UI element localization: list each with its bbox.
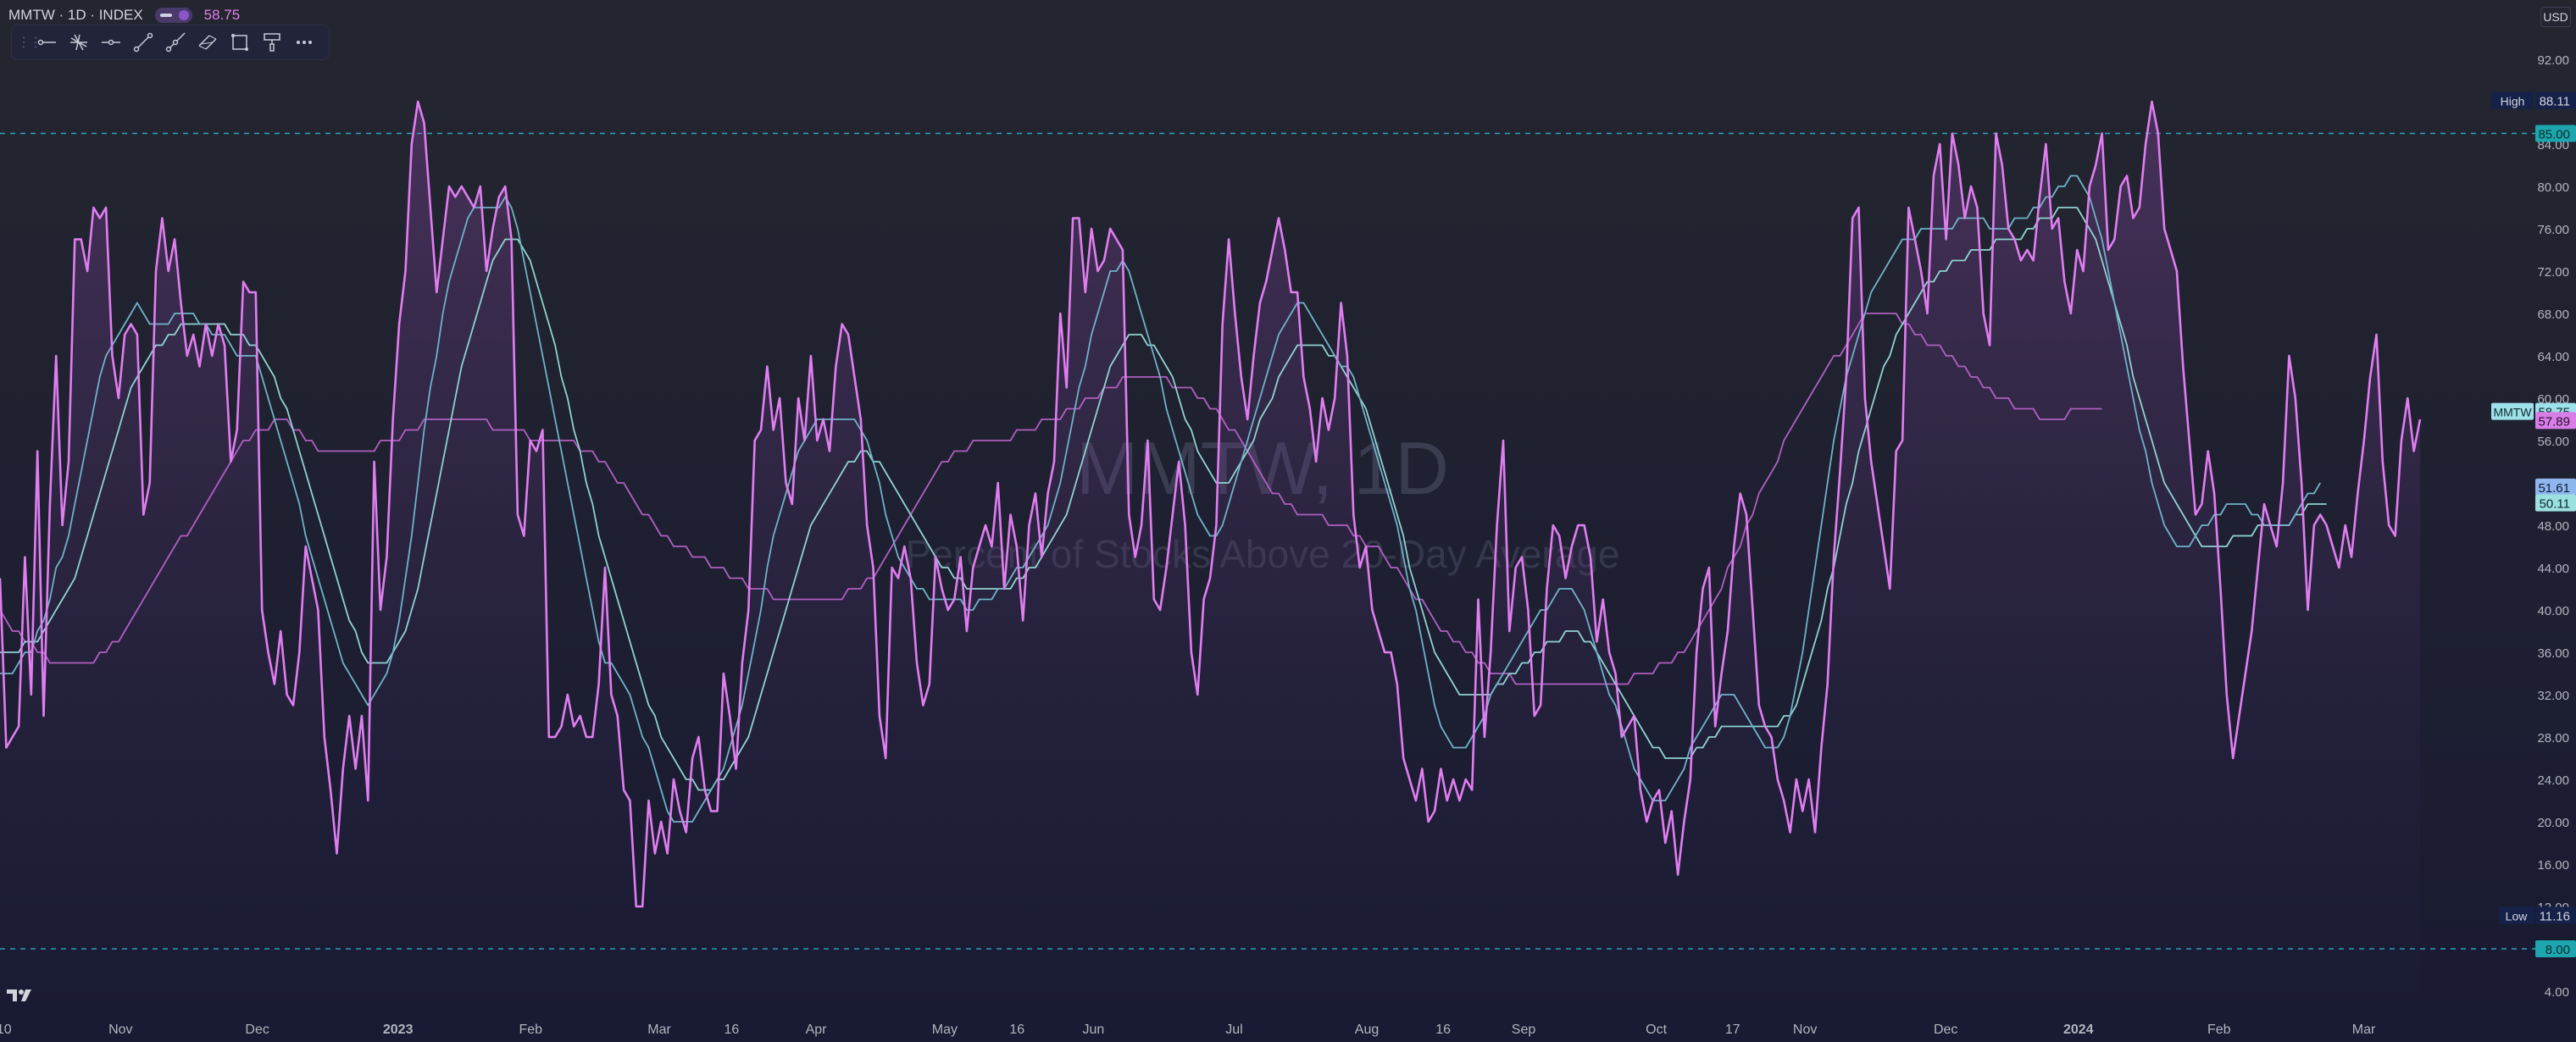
y-tick-label: 24.00	[2537, 773, 2569, 788]
y-tick-label: 40.00	[2537, 604, 2569, 618]
price-tag-value: 51.61	[2538, 481, 2570, 496]
currency-selector[interactable]: USD	[2540, 7, 2571, 27]
price-tag-value: 8.00	[2545, 943, 2570, 957]
series-line-mid-average[interactable]	[0, 207, 2327, 791]
y-tick-label: 76.00	[2537, 223, 2569, 237]
y-tick-label: 32.00	[2537, 689, 2569, 703]
x-tick-label: May	[932, 1023, 958, 1037]
y-tick-label: 20.00	[2537, 816, 2569, 830]
x-tick-label: 2024	[2063, 1023, 2094, 1037]
price-tag: 85.00	[2535, 125, 2576, 142]
price-tag: 57.89	[2535, 412, 2576, 430]
price-tag-value: 11.16	[2540, 910, 2570, 924]
price-tag: 8.00	[2535, 940, 2576, 957]
x-tick-label: Feb	[519, 1023, 542, 1037]
series-line-price[interactable]	[0, 100, 2422, 908]
more-icon[interactable]	[290, 29, 319, 56]
parallel-channel-icon[interactable]	[193, 29, 222, 56]
crosshair-pitchfork-icon[interactable]	[64, 29, 93, 56]
x-tick-label: 16	[1009, 1023, 1024, 1037]
x-tick-label: Aug	[1355, 1023, 1379, 1037]
tradingview-logo-icon	[7, 986, 32, 1008]
horizontal-line-icon[interactable]	[97, 29, 125, 56]
y-tick-label: 4.00	[2545, 985, 2569, 1000]
x-tick-label: Nov	[108, 1023, 132, 1037]
trend-line-icon[interactable]	[129, 29, 158, 56]
x-tick-label: Apr	[806, 1023, 828, 1037]
series-line-fast-average[interactable]	[0, 175, 2321, 823]
brush-icon[interactable]	[258, 29, 286, 56]
x-tick-label: Jun	[1083, 1023, 1105, 1037]
y-tick-label: 48.00	[2537, 519, 2569, 534]
x-tick-label: Dec	[1934, 1023, 1957, 1037]
x-tick-label: Sep	[1512, 1023, 1536, 1037]
x-tick-label: Feb	[2207, 1023, 2231, 1037]
y-tick-label: 36.00	[2537, 646, 2569, 661]
price-tag: 51.61	[2535, 478, 2576, 496]
price-tag-label: MMTW	[2493, 406, 2532, 419]
x-tick-label: Oct	[1646, 1023, 1667, 1037]
x-tick-label: 17	[1725, 1023, 1740, 1037]
ray-line-icon[interactable]	[161, 29, 190, 56]
x-tick-label: 16	[724, 1023, 740, 1037]
price-tag: 50.11	[2535, 494, 2576, 512]
x-tick-label: 16	[1435, 1023, 1451, 1037]
price-tag-label: Low	[2506, 910, 2529, 923]
legend-toggle[interactable]	[154, 8, 192, 23]
x-tick-label: 2023	[383, 1023, 414, 1037]
price-area-fill	[0, 102, 2420, 991]
horizontal-ray-icon[interactable]	[32, 29, 61, 56]
price-tag-value: 85.00	[2538, 128, 2570, 142]
y-tick-label: 68.00	[2537, 308, 2569, 322]
x-tick-label: Mar	[2352, 1023, 2376, 1037]
y-tick-label: 28.00	[2537, 731, 2569, 745]
legend-value: 58.75	[203, 7, 241, 23]
x-tick-label: Nov	[1793, 1023, 1817, 1037]
x-tick-label: Jul	[1225, 1023, 1242, 1037]
time-axis[interactable]: 10 Nov Dec 2023 Feb Mar 16 Apr May 16 Jun Jul Aug 16 S…	[0, 1023, 2376, 1037]
y-tick-label: 64.00	[2537, 350, 2569, 364]
series-line-slow-average[interactable]	[0, 313, 2102, 685]
y-tick-label: 56.00	[2537, 435, 2569, 449]
legend: MMTW · 1D · INDEX 58.75	[8, 5, 240, 25]
y-tick-label: 44.00	[2537, 562, 2569, 576]
drawing-toolbar: ⋮⋮	[12, 25, 329, 59]
price-tag-value: 88.11	[2540, 95, 2570, 109]
toolbar-grip-icon[interactable]: ⋮⋮	[17, 36, 42, 50]
y-tick-label: 80.00	[2537, 180, 2569, 195]
legend-symbol[interactable]: MMTW · 1D · INDEX	[8, 7, 143, 23]
price-tag-value: 57.89	[2538, 414, 2570, 429]
y-tick-label: 92.00	[2537, 53, 2569, 68]
rectangle-icon[interactable]	[225, 29, 254, 56]
x-tick-label: 10	[0, 1023, 12, 1037]
price-tag-label: High	[2501, 95, 2525, 108]
x-tick-label: Mar	[647, 1023, 671, 1037]
price-tag: 11.16 Low	[2499, 906, 2576, 924]
price-tag-value: 50.11	[2540, 497, 2570, 512]
y-tick-label: 16.00	[2537, 858, 2569, 873]
y-tick-label: 72.00	[2537, 265, 2569, 280]
x-tick-label: Dec	[245, 1023, 269, 1037]
price-tag: 88.11 High	[2491, 91, 2576, 109]
